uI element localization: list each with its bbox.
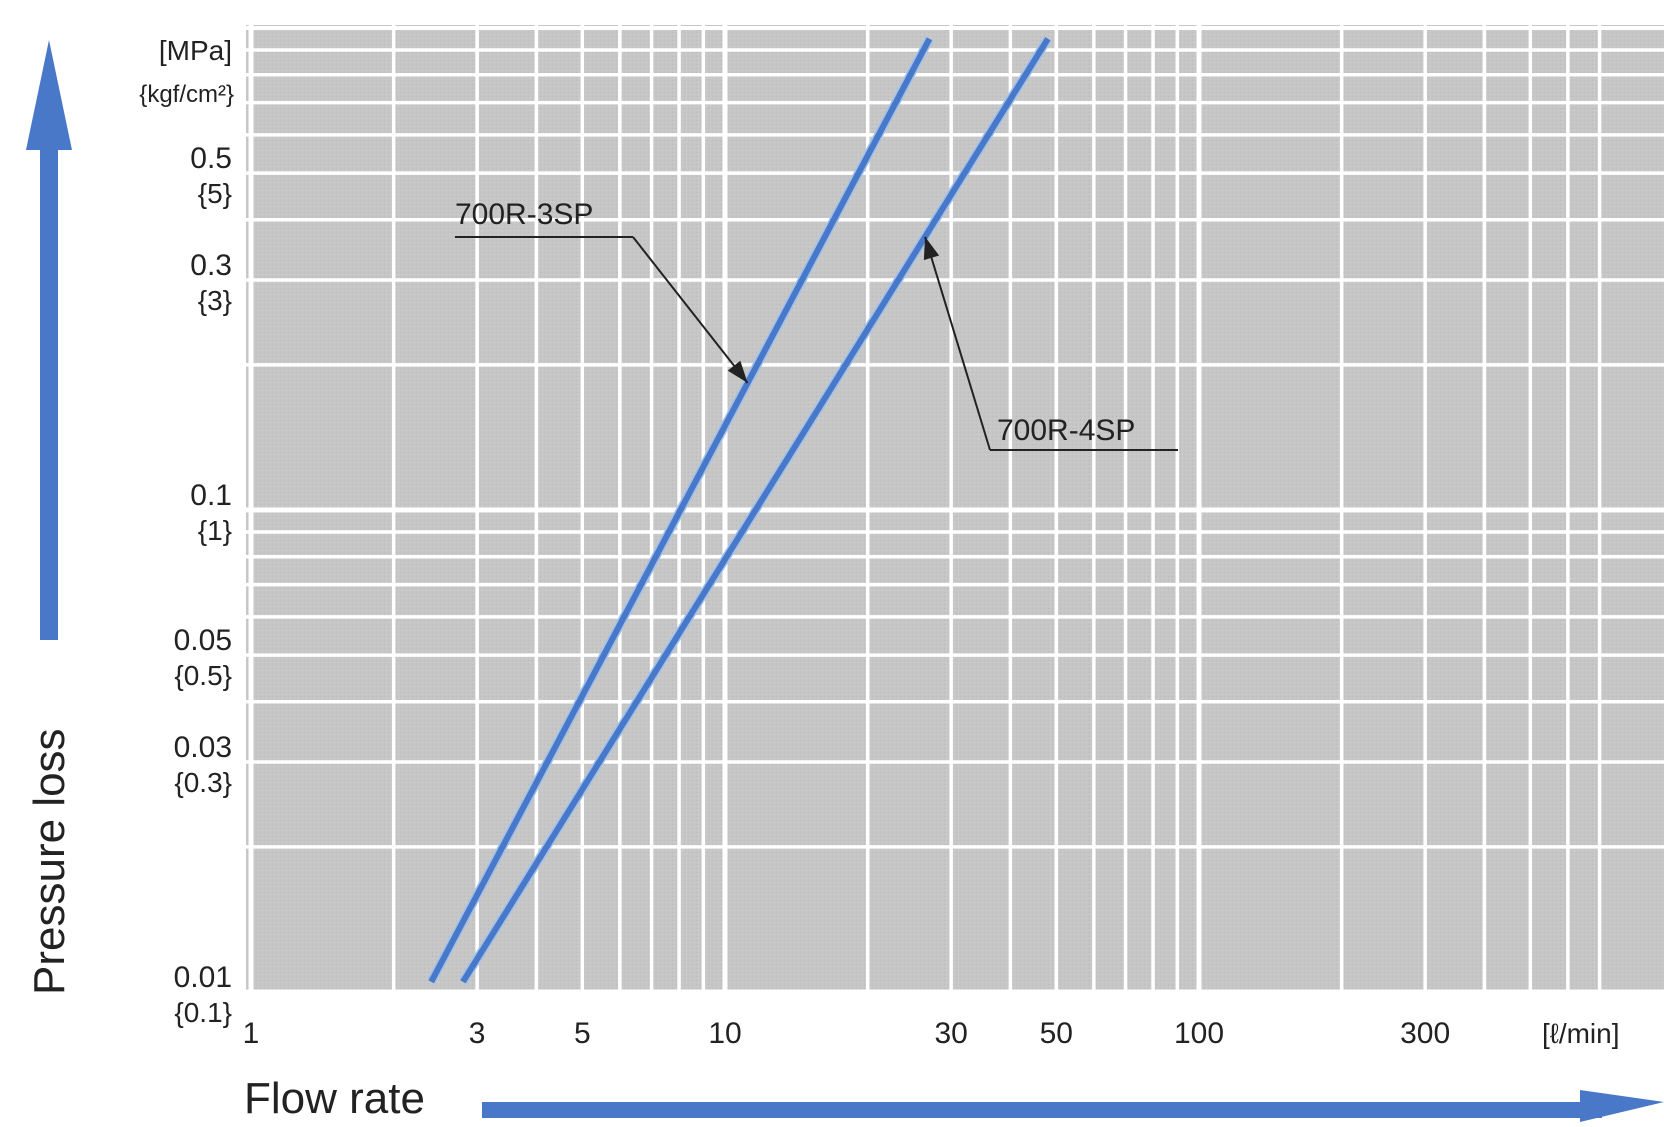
x-tick-label: 30 — [934, 1017, 967, 1050]
series-label: 700R-4SP — [997, 414, 1135, 447]
y-unit-secondary: {kgf/cm²} — [139, 81, 234, 108]
series-700r-4sp — [459, 36, 1052, 985]
series-layer — [427, 36, 1052, 985]
y-tick-label: 0.5 — [190, 142, 232, 175]
x-axis-label: Flow rate — [244, 1074, 425, 1122]
x-tick-label: 10 — [708, 1017, 741, 1050]
y-tick-label-secondary: {3} — [198, 285, 232, 316]
series-700r-3sp — [427, 36, 934, 984]
series-label: 700R-3SP — [455, 198, 593, 231]
leader-line — [632, 236, 749, 384]
leader-line — [924, 236, 991, 451]
x-axis-arrow — [482, 1090, 1664, 1122]
y-unit-primary: [MPa] — [159, 35, 232, 66]
grid-layer — [246, 25, 1664, 995]
y-tick-label-secondary: {0.1} — [174, 997, 232, 1028]
y-tick-label: 0.05 — [174, 624, 232, 657]
x-tick-label: 3 — [469, 1017, 486, 1050]
x-tick-label: 5 — [574, 1017, 591, 1050]
y-tick-label-secondary: {1} — [198, 515, 232, 546]
x-tick-label: 300 — [1400, 1017, 1450, 1050]
tick-layer: 1 3 5 10 30 50 100 300 0.01{0.1} 0.03{0.3} 0.05{0.… — [174, 142, 1451, 1050]
x-tick-label: 100 — [1174, 1017, 1224, 1050]
y-axis-arrow — [26, 40, 72, 640]
y-axis-label: Pressure loss — [25, 728, 74, 995]
annotation-700r-4sp: 700R-4SP — [923, 236, 1178, 451]
leader-arrowhead — [923, 236, 940, 261]
y-tick-label: 0.01 — [174, 961, 232, 994]
x-tick-label: 1 — [243, 1017, 260, 1050]
annotation-700r-3sp: 700R-3SP — [455, 198, 749, 384]
y-tick-label-secondary: {5} — [198, 178, 232, 209]
series-line — [428, 37, 933, 984]
series-line — [460, 37, 1051, 984]
leader-arrowhead — [727, 360, 748, 383]
y-tick-label: 0.03 — [174, 731, 232, 764]
x-unit: [ℓ/min] — [1542, 1018, 1620, 1049]
x-tick-label: 50 — [1040, 1017, 1073, 1050]
y-tick-label: 0.1 — [190, 479, 232, 512]
annotation-layer: 700R-3SP 700R-4SP — [455, 198, 1178, 451]
y-tick-label-secondary: {0.5} — [174, 660, 232, 691]
y-tick-label: 0.3 — [190, 249, 232, 282]
y-tick-label-secondary: {0.3} — [174, 767, 232, 798]
